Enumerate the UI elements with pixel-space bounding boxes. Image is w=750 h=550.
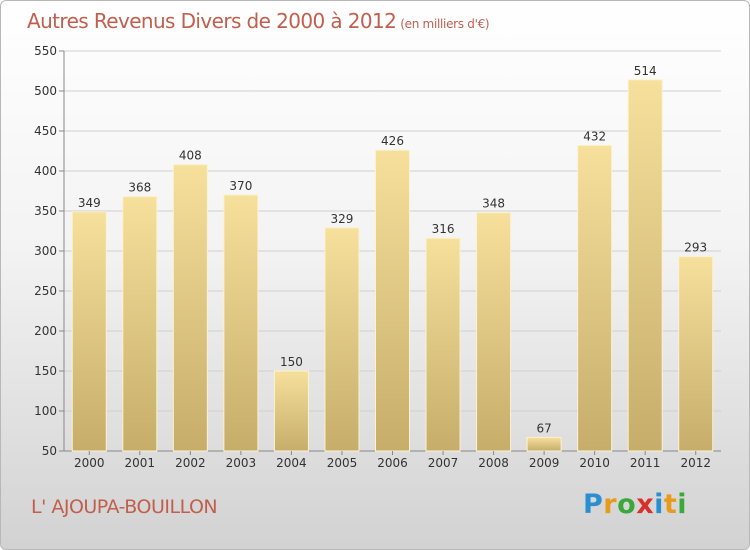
bar-value-label: 349	[78, 196, 101, 210]
x-tick-label: 2002	[175, 456, 206, 470]
logo-letter: P	[583, 489, 604, 520]
bar-value-label: 150	[280, 355, 303, 369]
bar-value-label: 293	[684, 241, 707, 255]
y-tick-label: 50	[42, 444, 57, 458]
logo-letter: o	[617, 489, 637, 520]
y-tick-label: 300	[34, 244, 57, 258]
bar-value-label: 432	[583, 129, 606, 143]
bar	[627, 79, 663, 452]
bar-value-label: 368	[128, 181, 151, 195]
y-tick-label: 250	[34, 284, 57, 298]
x-tick-label: 2009	[529, 456, 560, 470]
bar	[526, 436, 562, 452]
x-tick-label: 2004	[276, 456, 307, 470]
bar-value-label: 348	[482, 197, 505, 211]
x-tick-label: 2012	[680, 456, 711, 470]
y-tick-label: 500	[34, 84, 57, 98]
x-tick-label: 2001	[125, 456, 156, 470]
y-tick-label: 150	[34, 364, 57, 378]
logo-letter: i	[677, 489, 688, 520]
chart-title: Autres Revenus Divers de 2000 à 2012 (en …	[27, 9, 490, 33]
logo-letter: r	[603, 489, 618, 520]
town-name: L' AJOUPA-BOUILLON	[31, 496, 218, 518]
proxiti-logo: Proxiti	[583, 489, 687, 520]
bar	[223, 194, 259, 452]
chart-title-text: Autres Revenus Divers de 2000 à 2012	[27, 9, 397, 33]
bar-value-label: 329	[331, 212, 354, 226]
x-tick-label: 2007	[428, 456, 459, 470]
bar	[375, 149, 410, 452]
y-tick-label: 100	[34, 404, 57, 418]
bar-value-label: 426	[381, 134, 404, 148]
bar	[678, 256, 714, 452]
x-tick-label: 2003	[226, 456, 257, 470]
bar-value-label: 514	[634, 64, 657, 78]
y-tick-label: 200	[34, 324, 57, 338]
bar	[324, 227, 360, 452]
bar	[122, 196, 158, 452]
y-tick-label: 350	[34, 204, 57, 218]
bar-value-label: 408	[179, 149, 202, 163]
x-tick-label: 2005	[327, 456, 358, 470]
x-tick-label: 2011	[630, 456, 661, 470]
bar-value-label: 370	[229, 179, 252, 193]
bar	[172, 164, 208, 452]
bar	[71, 211, 107, 452]
bar-value-label: 316	[432, 222, 455, 236]
logo-letter: i	[654, 489, 664, 520]
logo-letter: x	[636, 489, 655, 520]
x-tick-label: 2010	[579, 456, 610, 470]
y-tick-label: 450	[34, 124, 57, 138]
chart-subtitle: (en milliers d'€)	[400, 17, 490, 31]
y-tick-label: 400	[34, 164, 57, 178]
bar-value-label: 67	[536, 421, 551, 435]
y-tick-label: 550	[34, 44, 57, 58]
bar	[273, 370, 309, 452]
bar	[425, 237, 461, 452]
bar	[577, 144, 613, 452]
x-tick-label: 2000	[74, 456, 105, 470]
x-tick-label: 2008	[478, 456, 509, 470]
logo-letter: t	[663, 489, 678, 520]
x-tick-label: 2006	[377, 456, 408, 470]
bar	[476, 212, 512, 452]
